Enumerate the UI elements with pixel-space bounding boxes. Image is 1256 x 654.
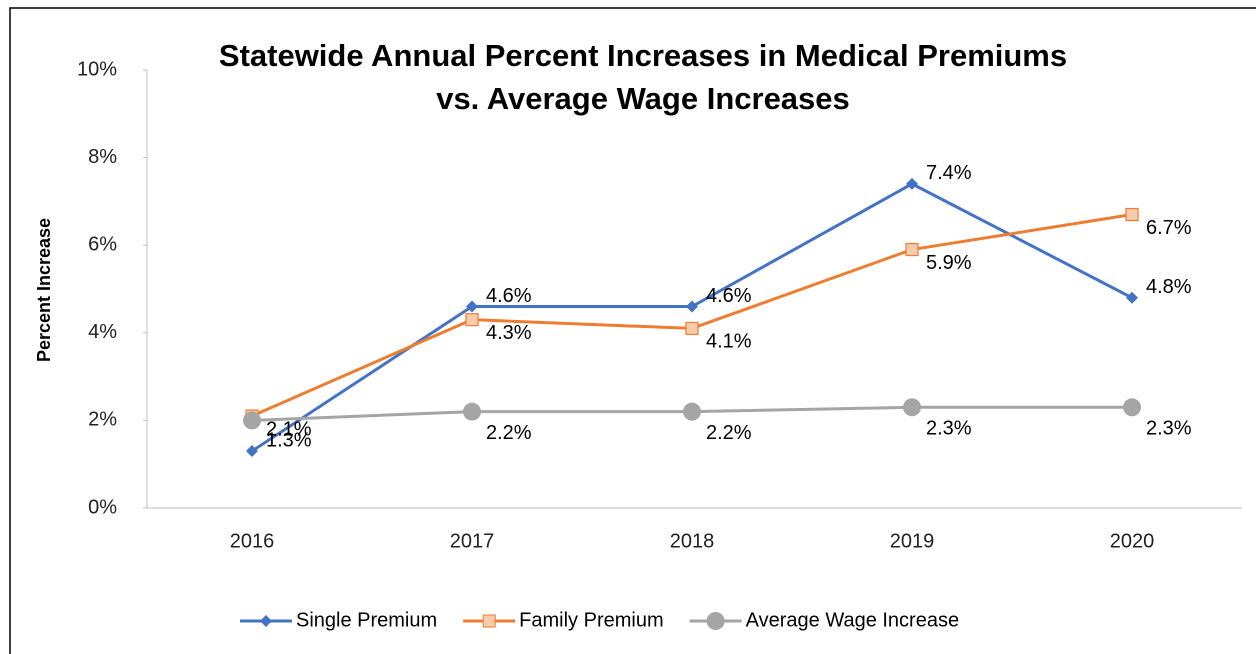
marker: [463, 402, 481, 421]
legend-label: Single Premium: [296, 609, 437, 631]
y-tick-label: 6%: [88, 233, 117, 255]
marker: [243, 411, 261, 430]
data-label: 4.6%: [486, 285, 532, 307]
legend-marker: [482, 614, 496, 628]
marker: [466, 300, 478, 313]
legend-label: Family Premium: [519, 609, 663, 631]
marker: [683, 402, 701, 421]
chart-title: Statewide Annual Percent Increases in Me…: [219, 38, 1067, 73]
data-label: 2.3%: [1146, 418, 1192, 440]
data-label: 5.9%: [926, 252, 972, 274]
marker: [1123, 398, 1141, 417]
y-tick-label: 0%: [88, 496, 117, 518]
legend-marker: [706, 612, 725, 630]
data-label: 6.7%: [1146, 217, 1192, 239]
data-label: 7.4%: [926, 162, 972, 184]
data-label: 2.2%: [706, 422, 752, 444]
marker: [465, 313, 479, 327]
data-label: 1.3%: [266, 429, 312, 451]
marker: [685, 321, 699, 336]
y-tick-label: 4%: [88, 321, 117, 343]
y-tick-label: 2%: [88, 409, 117, 431]
marker: [903, 398, 921, 417]
chart-frame: [9, 7, 1256, 654]
y-tick-label: 8%: [88, 146, 117, 168]
marker: [686, 300, 698, 313]
data-label: 2.2%: [486, 422, 532, 444]
data-label: 2.1%: [266, 418, 312, 440]
legend-marker: [260, 615, 272, 627]
x-tick-label: 2017: [450, 530, 495, 552]
x-tick-label: 2019: [890, 530, 935, 552]
data-label: 2.3%: [926, 418, 972, 440]
y-axis-title: Percent Increase: [34, 218, 54, 362]
data-label: 4.3%: [486, 322, 532, 344]
x-tick-label: 2018: [670, 530, 715, 552]
chart-subtitle: vs. Average Wage Increases: [436, 81, 850, 116]
x-tick-label: 2016: [230, 530, 275, 552]
x-tick-label: 2020: [1110, 530, 1155, 552]
y-tick-label: 10%: [77, 58, 117, 80]
data-label: 4.6%: [706, 285, 752, 307]
marker: [905, 242, 919, 257]
marker: [906, 177, 918, 190]
legend-label: Average Wage Increase: [746, 609, 959, 631]
data-label: 4.8%: [1146, 276, 1192, 298]
marker: [1126, 291, 1138, 304]
data-label: 4.1%: [706, 331, 752, 353]
marker: [246, 445, 258, 458]
marker: [1125, 207, 1139, 222]
